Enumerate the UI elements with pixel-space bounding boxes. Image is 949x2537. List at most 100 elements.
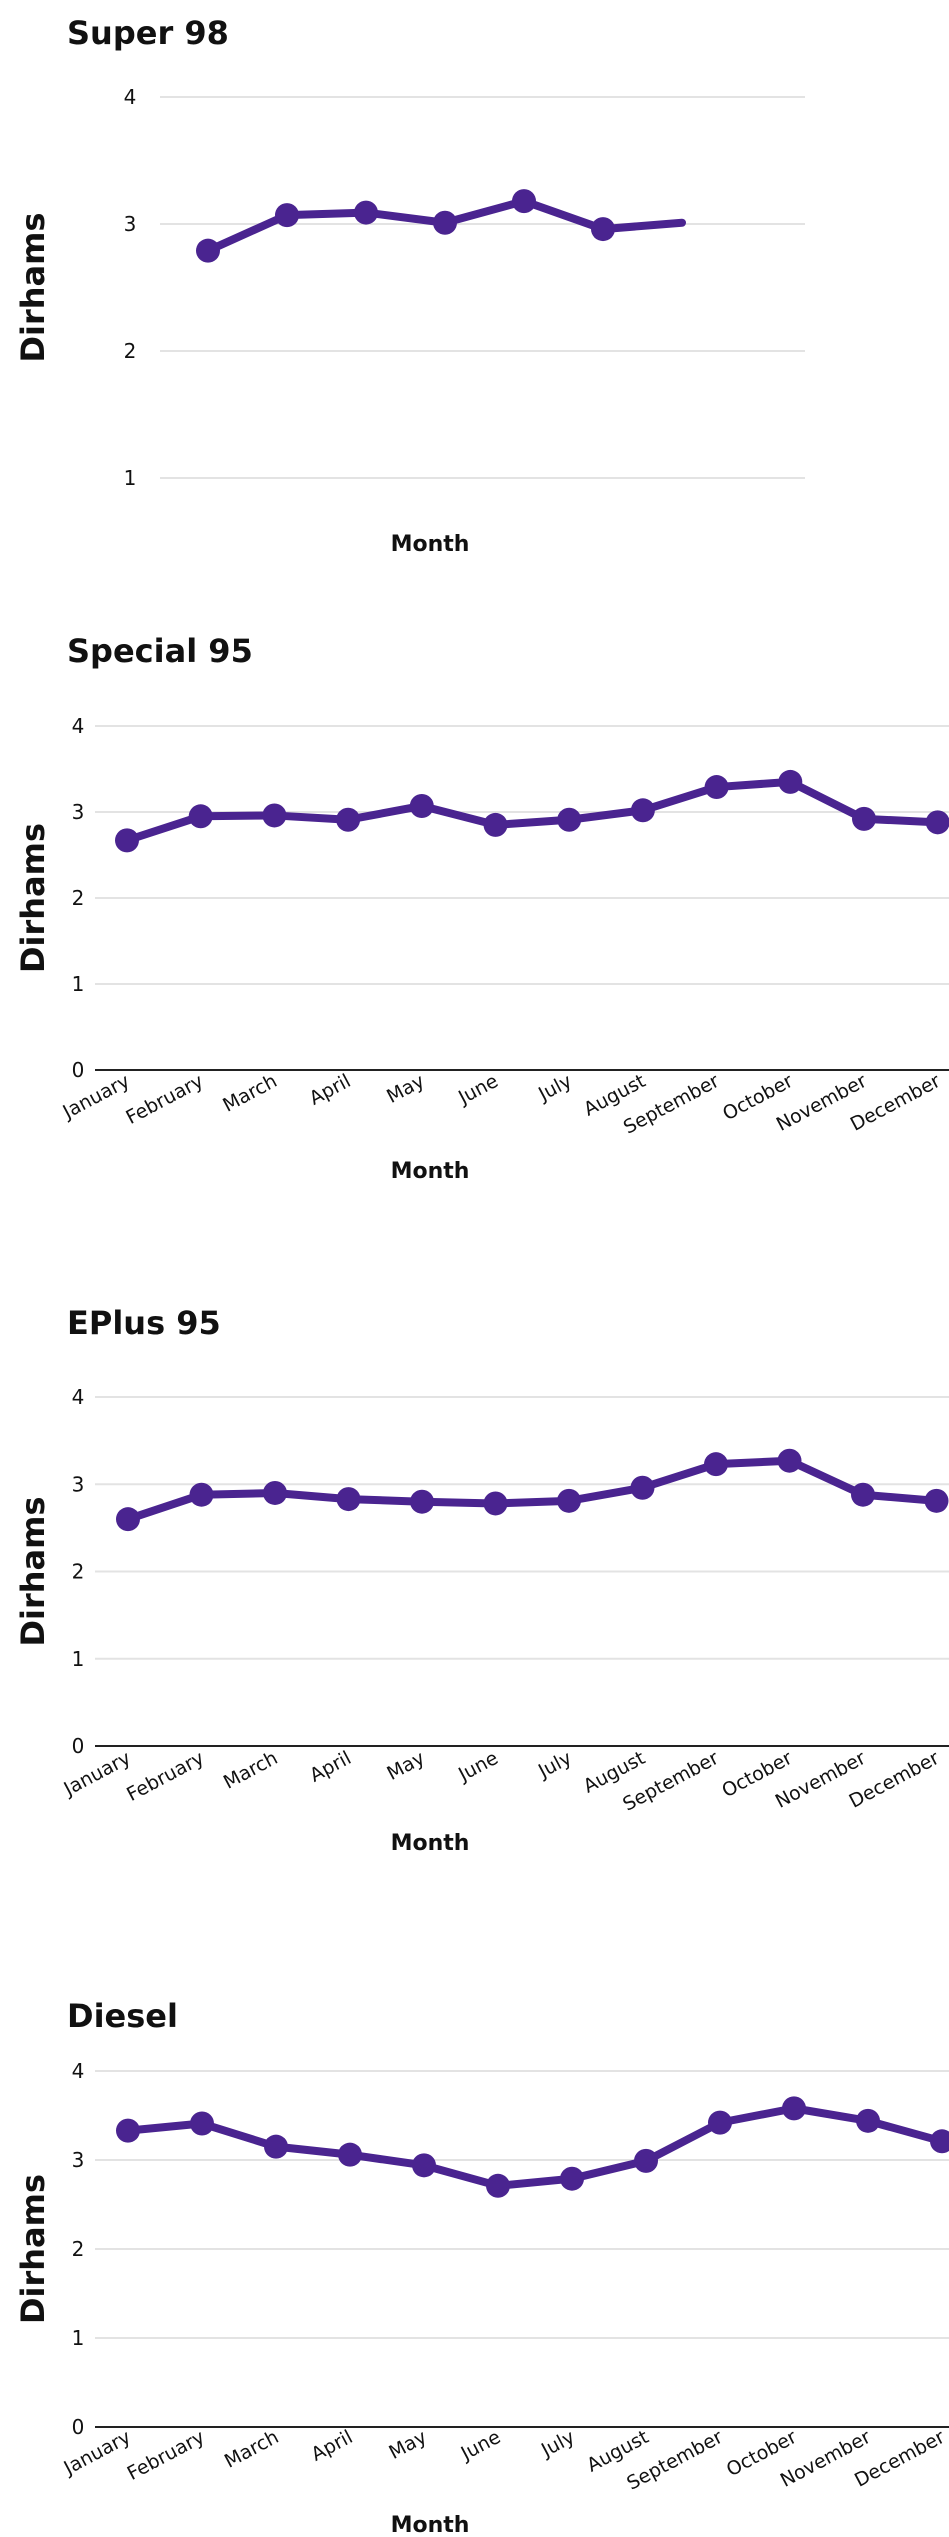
x-tick-label: July	[537, 2426, 578, 2462]
x-tick-label: May	[383, 1070, 428, 1108]
y-tick-label: 2	[72, 1560, 85, 1584]
y-tick-label: 4	[72, 714, 85, 738]
y-axis-title: Dirhams	[14, 823, 52, 973]
data-point	[275, 203, 299, 228]
data-point	[704, 775, 729, 800]
x-tick-label: April	[308, 2426, 357, 2466]
y-tick-label: 4	[72, 2059, 85, 2083]
data-point	[591, 217, 615, 242]
data-point	[409, 793, 434, 818]
chart-title: Diesel	[67, 1997, 178, 2035]
y-tick-label: 3	[124, 212, 137, 236]
y-tick-label: 0	[72, 1734, 85, 1758]
chart-title: Special 95	[67, 632, 253, 670]
y-tick-label: 3	[72, 800, 85, 824]
data-point	[486, 2173, 510, 2198]
data-point	[410, 1489, 434, 1514]
chart-diesel: Diesel 0 1 2 3 4 Dirhams Month January February M…	[0, 1985, 949, 2537]
x-tick-label: February	[124, 2426, 209, 2485]
x-tick-label: May	[385, 2426, 430, 2464]
data-point	[782, 2096, 806, 2121]
data-point	[412, 2153, 436, 2178]
data-point	[557, 1488, 581, 1513]
data-point	[924, 1488, 949, 1513]
x-tick-label: June	[454, 1747, 502, 1786]
series-line	[124, 1456, 941, 1524]
x-tick-label: June	[457, 2426, 505, 2465]
y-tick-label: 1	[72, 1647, 85, 1671]
data-point	[336, 1487, 361, 1512]
x-tick-label: March	[221, 2426, 282, 2473]
data-point	[925, 810, 949, 835]
x-tick-label: January	[59, 1070, 134, 1124]
x-tick-label: February	[122, 1070, 207, 1129]
chart-eplus-95: EPlus 95 0 1 2 3 4 Dirhams Month January Februar…	[0, 1290, 949, 1890]
x-axis-title: Month	[391, 1831, 470, 1856]
data-point	[483, 812, 508, 837]
data-point	[930, 2129, 949, 2154]
data-point	[483, 1491, 508, 1516]
x-axis-title: Month	[391, 2513, 470, 2537]
y-tick-label: 1	[72, 2326, 85, 2350]
data-point	[630, 1475, 655, 1500]
chart-super-98: Super 98 1 2 3 4 Dirhams Month	[0, 0, 949, 600]
y-tick-label: 3	[72, 2148, 85, 2172]
y-axis-title: Dirhams	[14, 212, 52, 362]
data-point	[338, 2142, 362, 2167]
y-tick-label: 0	[72, 1058, 85, 1082]
data-point	[852, 806, 876, 831]
data-point	[264, 2134, 288, 2159]
data-point	[512, 189, 536, 214]
data-point	[778, 769, 803, 794]
x-tick-label: March	[219, 1070, 280, 1117]
data-point	[630, 798, 655, 823]
data-point	[116, 2118, 140, 2143]
data-point	[115, 828, 139, 853]
x-tick-label: July	[534, 1747, 575, 1783]
y-tick-label: 0	[72, 2415, 85, 2439]
data-point	[190, 2111, 214, 2136]
y-axis-title: Dirhams	[14, 2174, 52, 2324]
x-tick-label: March	[220, 1747, 281, 1794]
data-point	[634, 2148, 658, 2173]
y-tick-label: 1	[72, 972, 85, 996]
chart-title: EPlus 95	[67, 1304, 221, 1342]
data-point	[708, 2110, 732, 2135]
data-point	[851, 1482, 875, 1507]
y-tick-label: 2	[72, 2237, 85, 2261]
data-point	[263, 1480, 287, 1505]
series-line	[124, 2104, 946, 2190]
x-tick-label: April	[306, 1747, 355, 1787]
x-tick-label: May	[383, 1747, 428, 1785]
data-point	[433, 210, 457, 235]
data-point	[704, 1452, 728, 1477]
data-point	[116, 1507, 140, 1532]
series-line	[123, 777, 942, 845]
y-tick-label: 2	[72, 886, 85, 910]
data-point	[856, 2108, 880, 2133]
chart-plot: 1 2 3 4 Dirhams Month	[14, 85, 805, 557]
chart-title: Super 98	[67, 14, 229, 52]
x-tick-label: July	[534, 1070, 575, 1106]
data-point	[777, 1448, 802, 1473]
data-point	[354, 200, 378, 225]
x-tick-label: June	[454, 1070, 502, 1109]
x-axis-title: Month	[391, 1159, 470, 1184]
y-tick-label: 4	[72, 1385, 85, 1409]
data-point	[189, 1482, 214, 1507]
data-point	[196, 238, 220, 263]
y-tick-label: 3	[72, 1472, 85, 1496]
x-tick-label: April	[306, 1070, 355, 1110]
data-point	[557, 807, 582, 832]
chart-special-95: Special 95 0 1 2 3 4 Dirhams Month January Febru…	[0, 620, 949, 1220]
y-tick-label: 4	[124, 85, 137, 109]
y-tick-label: 1	[124, 466, 137, 490]
y-tick-label: 2	[124, 339, 137, 363]
data-point	[336, 807, 361, 832]
x-tick-label: February	[123, 1747, 208, 1806]
x-axis-title: Month	[391, 532, 470, 557]
y-axis-title: Dirhams	[14, 1496, 52, 1646]
